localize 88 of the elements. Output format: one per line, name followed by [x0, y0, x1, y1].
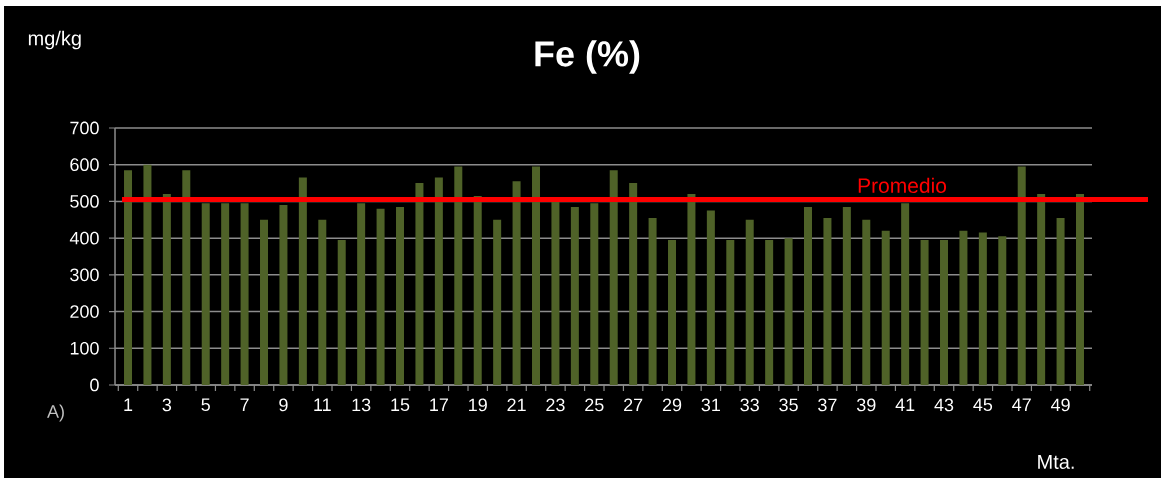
bar [473, 195, 482, 385]
bar [920, 239, 929, 385]
bar [706, 210, 715, 385]
bar [182, 170, 191, 385]
bar [493, 219, 502, 385]
bar [512, 181, 521, 385]
bar [823, 217, 832, 385]
chart-title: Fe (%) [535, 40, 640, 74]
x-tick-label: 31 [701, 398, 720, 412]
bar [784, 238, 793, 385]
bar [745, 219, 754, 385]
x-tick-label: 3 [162, 398, 172, 412]
x-tick-label: 7 [240, 398, 249, 411]
x-tick-label: 37 [818, 398, 837, 412]
bar [862, 219, 871, 385]
x-tick-label: 1 [124, 398, 133, 411]
bar [221, 203, 230, 385]
bar [240, 203, 249, 385]
x-tick-label: 11 [314, 398, 331, 411]
bar [881, 230, 890, 385]
bar [318, 219, 327, 385]
bar [337, 239, 346, 385]
text: A) [47, 404, 64, 422]
bar [1056, 217, 1065, 385]
bar [124, 170, 133, 385]
bar [998, 236, 1007, 385]
bar [532, 166, 541, 385]
y-tick-label: 300 [70, 268, 99, 282]
x-tick-label: 9 [279, 398, 288, 412]
x-axis-title: Mta. [1038, 455, 1074, 469]
x-tick-label: 29 [662, 398, 682, 412]
x-tick-label: 39 [856, 398, 876, 412]
bar [298, 177, 307, 385]
bar [376, 208, 385, 385]
x-tick-label: 49 [1050, 398, 1070, 412]
bar [357, 203, 366, 385]
x-tick-label: 45 [973, 398, 993, 412]
x-tick-label: 15 [391, 398, 410, 412]
y-tick-label: 100 [70, 341, 99, 355]
bar [804, 206, 813, 385]
y-tick-label: 600 [70, 158, 99, 172]
y-tick-label: 400 [69, 231, 99, 245]
bar [415, 183, 424, 385]
y-axis-title: mg/kg [28, 30, 81, 50]
x-tick-label: 47 [1012, 398, 1031, 411]
bar [1037, 194, 1046, 385]
bar [726, 239, 735, 385]
bar [279, 205, 288, 385]
bar [901, 203, 910, 385]
bar [260, 219, 269, 385]
bar [1076, 194, 1084, 385]
x-tick-label: 21 [507, 398, 526, 412]
x-tick-label: 25 [585, 398, 604, 412]
x-tick-label: 41 [895, 398, 915, 411]
y-tick-label: 500 [70, 195, 99, 208]
bar [454, 166, 463, 385]
x-tick-label: 23 [546, 398, 565, 412]
bar [570, 206, 579, 385]
bar [609, 170, 618, 385]
x-tick-label: 5 [201, 398, 210, 412]
bar [629, 183, 638, 385]
bar [959, 230, 968, 385]
y-tick-label: 700 [70, 121, 99, 135]
x-tick-label: 35 [779, 398, 798, 412]
bar [940, 239, 948, 385]
bar [648, 217, 657, 385]
bar [162, 194, 171, 385]
x-tick-label: 43 [934, 398, 954, 412]
bar [201, 203, 210, 385]
y-tick-label: 200 [70, 305, 99, 318]
bar [590, 203, 599, 385]
x-tick-label: 33 [740, 398, 759, 412]
bar [143, 164, 152, 385]
bar [434, 177, 443, 385]
bar [396, 206, 405, 385]
bar [978, 232, 987, 385]
bar [687, 194, 696, 385]
bar [668, 239, 676, 385]
bar [551, 201, 560, 385]
bar [765, 239, 774, 385]
bar [1017, 166, 1026, 385]
bar [842, 206, 851, 385]
x-tick-label: 19 [469, 398, 487, 412]
ref-line-label: Promedio [858, 177, 947, 194]
y-tick-label: 0 [90, 378, 99, 392]
x-tick-label: 27 [624, 398, 643, 412]
x-tick-label: 13 [352, 398, 371, 412]
x-tick-label: 17 [430, 398, 448, 411]
